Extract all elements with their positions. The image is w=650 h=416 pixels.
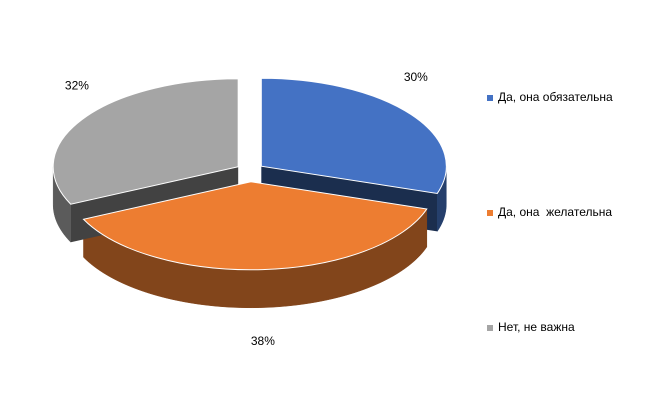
legend-label: Да, она желательна	[498, 205, 612, 219]
data-label: 38%	[251, 334, 275, 348]
slice	[260, 77, 447, 194]
legend-marker	[487, 95, 493, 101]
legend-label: Нет, не важна	[498, 320, 575, 334]
data-label: 32%	[65, 78, 89, 92]
slice-tops	[52, 77, 447, 271]
slice	[82, 181, 428, 271]
slice	[52, 78, 239, 205]
legend-marker	[487, 325, 493, 331]
data-label: 30%	[404, 70, 428, 84]
legend-label: Да, она обязательна	[498, 90, 613, 104]
legend-marker	[487, 210, 493, 216]
